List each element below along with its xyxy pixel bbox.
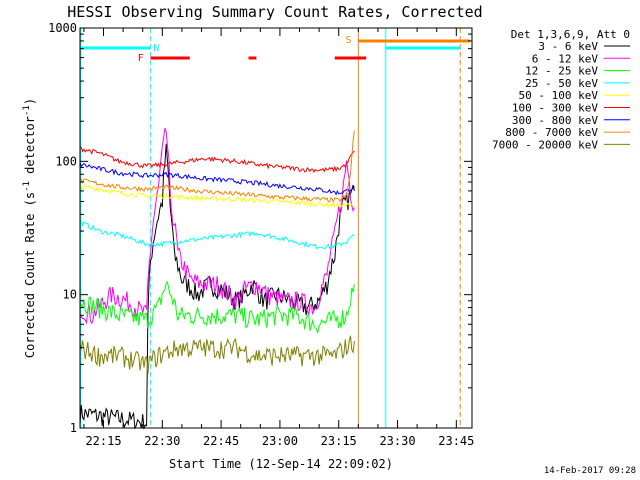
x-tick-label: 22:45 bbox=[203, 434, 239, 448]
series-line-5 bbox=[79, 146, 355, 174]
x-tick-label: 23:45 bbox=[438, 434, 474, 448]
x-tick-label: 23:00 bbox=[262, 434, 298, 448]
flag-label: F bbox=[138, 53, 144, 64]
x-tick-label: 23:15 bbox=[321, 434, 357, 448]
x-tick-label: 22:30 bbox=[144, 434, 180, 448]
series-line-4 bbox=[79, 184, 355, 209]
y-tick-label: 100 bbox=[55, 154, 77, 168]
legend-entry-label: 12 - 25 keV bbox=[525, 65, 598, 78]
y-tick-label: 1000 bbox=[48, 21, 77, 35]
x-tick-label: 23:30 bbox=[379, 434, 415, 448]
x-tick-label: 22:15 bbox=[85, 434, 121, 448]
series-line-8 bbox=[79, 335, 355, 374]
plot-area: NF S bbox=[79, 28, 470, 430]
y-axis-label: Corrected Count Rate (s-1 detector-1) bbox=[22, 98, 37, 358]
footer-timestamp: 14-Feb-2017 09:28 bbox=[544, 466, 636, 476]
series-line-7 bbox=[79, 130, 355, 203]
chart-title: HESSI Observing Summary Count Rates, Cor… bbox=[67, 3, 482, 21]
plot-frame bbox=[79, 27, 473, 429]
legend-entry-label: 6 - 12 keV bbox=[532, 52, 599, 65]
flag-label: S bbox=[346, 35, 352, 46]
legend-entry-label: 25 - 50 keV bbox=[525, 77, 598, 90]
y-tick-label: 10 bbox=[63, 288, 77, 302]
series-line-0 bbox=[79, 143, 355, 430]
legend-entry-label: 800 - 7000 keV bbox=[505, 126, 598, 139]
series-line-2 bbox=[79, 280, 355, 334]
legend-entry-label: 300 - 800 keV bbox=[512, 114, 598, 127]
legend-entry-label: 100 - 300 keV bbox=[512, 102, 598, 115]
y-tick-label: 1 bbox=[70, 421, 77, 435]
series-line-6 bbox=[79, 162, 355, 196]
axes: 1 10 100 1000 22:15 22:30 22:45 23:00 23:15 23:30… bbox=[48, 21, 474, 448]
legend-entry-label: 50 - 100 keV bbox=[519, 89, 599, 102]
legend-entry-label: 7000 - 20000 keV bbox=[492, 138, 598, 151]
series-line-3 bbox=[79, 220, 355, 250]
flag-label: N bbox=[153, 43, 159, 54]
legend-entry-label: 3 - 6 keV bbox=[538, 40, 598, 53]
x-axis-label: Start Time (12-Sep-14 22:09:02) bbox=[169, 457, 393, 471]
legend-header: Det 1,3,6,9, Att 0 bbox=[511, 28, 630, 41]
